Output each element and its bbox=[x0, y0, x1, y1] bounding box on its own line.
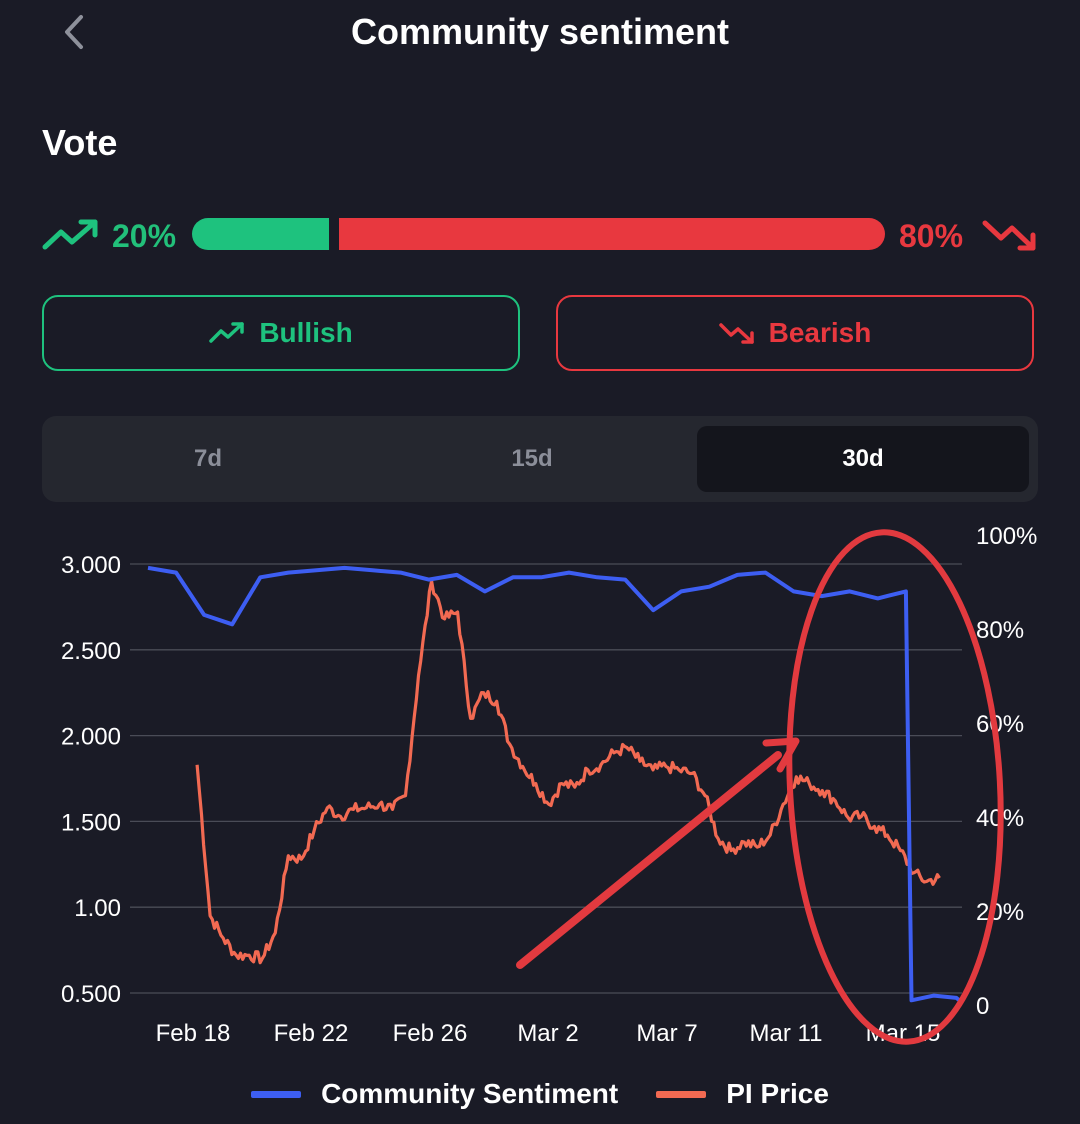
legend-item-pi-price: PI Price bbox=[656, 1078, 829, 1110]
trending-down-icon bbox=[982, 220, 1036, 251]
trending-up-icon bbox=[209, 322, 245, 343]
chevron-left-icon bbox=[65, 15, 83, 49]
right-axis-tick-label: 80% bbox=[976, 617, 1024, 644]
bearish-button[interactable]: Bearish bbox=[556, 295, 1034, 371]
bearish-percentage: 80% bbox=[899, 218, 964, 254]
tab-15d[interactable]: 15d bbox=[511, 445, 553, 472]
x-axis-tick-label: Feb 26 bbox=[393, 1020, 468, 1047]
left-axis-ticks: 3.000 2.500 2.000 1.500 1.00 0.500 bbox=[61, 552, 121, 1008]
red-arrow bbox=[516, 751, 782, 969]
chart-legend: Community Sentiment PI Price bbox=[0, 1072, 1080, 1116]
x-axis-tick-label: Feb 22 bbox=[274, 1020, 349, 1047]
vote-section-title: Vote bbox=[42, 122, 118, 163]
left-axis-tick-label: 0.500 bbox=[61, 981, 121, 1008]
bullish-button[interactable]: Bullish bbox=[42, 295, 520, 371]
community-sentiment-line bbox=[147, 565, 964, 1005]
legend-swatch-price bbox=[656, 1090, 707, 1098]
x-axis-ticks: Feb 18 Feb 22 Feb 26 Mar 2 Mar 7 Mar 11 Mar 15 bbox=[156, 1020, 941, 1047]
legend-swatch-sentiment bbox=[251, 1090, 302, 1098]
red-arrow-head bbox=[762, 737, 800, 773]
bullish-bar-fill bbox=[192, 218, 329, 250]
page-title: Community sentiment bbox=[350, 11, 730, 52]
x-axis-tick-label: Mar 7 bbox=[636, 1020, 697, 1047]
bullish-percentage: 20% bbox=[112, 218, 177, 254]
period-tabs: 7d 15d 30d bbox=[42, 416, 1038, 502]
left-axis-tick-label: 1.500 bbox=[61, 809, 121, 836]
pi-price-line bbox=[195, 579, 941, 965]
bearish-button-label: Bearish bbox=[768, 317, 872, 348]
red-ellipse-highlight bbox=[786, 529, 1004, 1045]
right-axis-tick-label: 60% bbox=[976, 711, 1024, 738]
chart-gridlines bbox=[130, 563, 962, 994]
tab-7d[interactable]: 7d bbox=[193, 445, 222, 472]
legend-item-community-sentiment: Community Sentiment bbox=[251, 1078, 618, 1110]
tab-30d[interactable]: 30d bbox=[697, 426, 1029, 492]
trending-down-icon bbox=[718, 323, 754, 344]
left-axis-tick-label: 1.00 bbox=[74, 895, 121, 922]
trending-up-icon bbox=[42, 219, 98, 250]
left-axis-tick-label: 2.000 bbox=[61, 724, 121, 751]
x-axis-tick-label: Mar 11 bbox=[750, 1020, 823, 1047]
chart-annotations bbox=[516, 529, 1004, 1045]
chart-series bbox=[147, 565, 964, 1005]
bullish-button-label: Bullish bbox=[259, 317, 353, 348]
right-axis-tick-label: 100% bbox=[976, 523, 1037, 550]
left-axis-tick-label: 2.500 bbox=[61, 638, 121, 665]
legend-label-price: PI Price bbox=[726, 1078, 829, 1109]
vote-ratio-bar: 20% 80% bbox=[42, 210, 1038, 262]
back-button[interactable] bbox=[52, 10, 96, 54]
right-axis-tick-label: 0 bbox=[976, 993, 989, 1020]
left-axis-tick-label: 3.000 bbox=[61, 552, 121, 579]
sentiment-price-chart: 3.000 2.500 2.000 1.500 1.00 0.500 100% 80% 60%… bbox=[61, 523, 1037, 1047]
bearish-bar-fill bbox=[339, 218, 885, 250]
vote-bar-track bbox=[192, 218, 885, 250]
x-axis-tick-label: Mar 2 bbox=[517, 1020, 578, 1047]
x-axis-tick-label: Feb 18 bbox=[156, 1020, 231, 1047]
legend-label-sentiment: Community Sentiment bbox=[321, 1078, 619, 1109]
right-axis-tick-label: 20% bbox=[976, 899, 1024, 926]
